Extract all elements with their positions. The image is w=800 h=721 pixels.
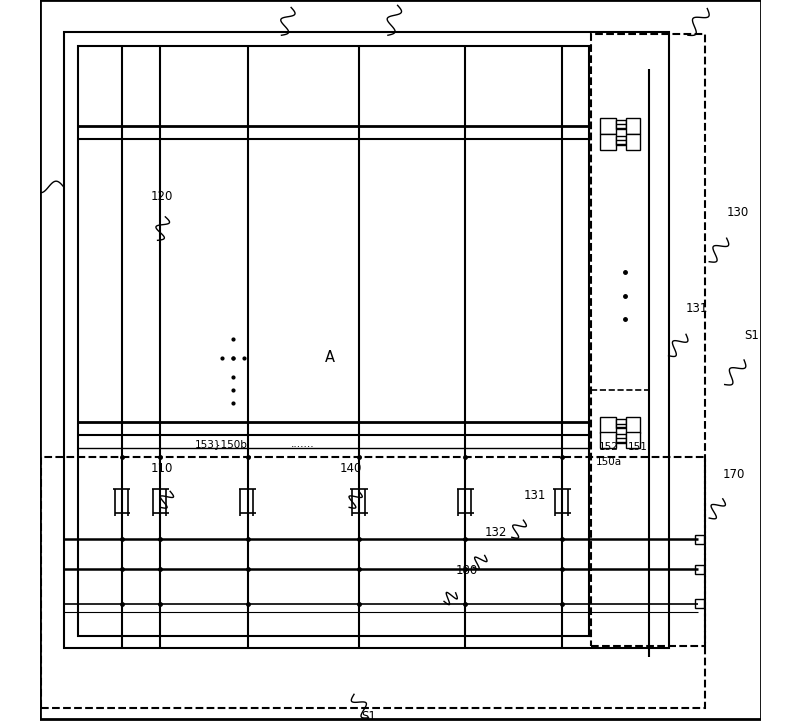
Bar — [616, 136, 626, 145]
Text: 132: 132 — [485, 526, 507, 539]
Text: 180: 180 — [456, 564, 478, 577]
Bar — [42, 457, 706, 708]
Bar — [600, 417, 616, 433]
Text: 131: 131 — [686, 302, 708, 315]
Text: S1: S1 — [361, 710, 376, 721]
Bar — [695, 599, 704, 608]
Text: 110: 110 — [150, 462, 173, 475]
Bar — [695, 535, 704, 544]
Bar — [626, 417, 640, 433]
Text: 151: 151 — [628, 442, 648, 452]
Bar — [616, 120, 626, 129]
Bar — [626, 134, 640, 150]
Bar — [626, 432, 640, 448]
Bar — [626, 118, 640, 134]
Text: 140: 140 — [339, 462, 362, 475]
Bar — [591, 34, 706, 646]
Text: 170: 170 — [722, 468, 745, 481]
Text: 150a: 150a — [595, 457, 622, 466]
Bar — [600, 432, 616, 448]
Text: 153}150b: 153}150b — [194, 438, 247, 448]
Text: 131: 131 — [523, 489, 546, 502]
Text: A: A — [325, 350, 335, 366]
Text: S1: S1 — [744, 329, 759, 342]
Bar — [64, 32, 669, 648]
Bar — [616, 419, 626, 428]
Text: .......: ....... — [291, 438, 314, 448]
Bar — [600, 118, 616, 134]
Text: 130: 130 — [726, 206, 749, 219]
Bar — [616, 434, 626, 443]
Bar — [695, 565, 704, 574]
Bar — [78, 46, 590, 635]
Text: 120: 120 — [150, 190, 173, 203]
Text: 152: 152 — [599, 442, 618, 452]
Bar — [600, 134, 616, 150]
